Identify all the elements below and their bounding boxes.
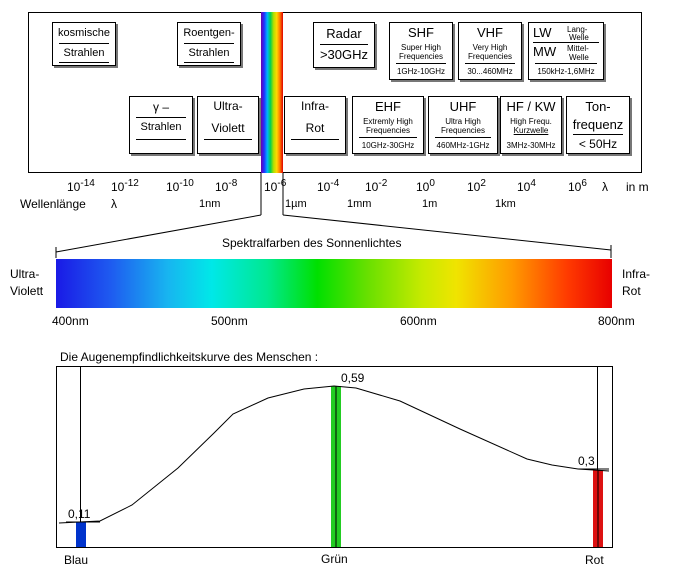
- unit-1um: 1µm: [285, 198, 307, 210]
- wavelength-lambda-symbol: λ: [602, 180, 608, 194]
- box-shf: SHF Super High Frequencies 1GHz-10GHz: [389, 22, 453, 80]
- label-blau: Blau: [64, 553, 89, 567]
- wavelength-tick-e-14: 10-14: [67, 178, 95, 194]
- tick-400nm: 400nm: [52, 314, 89, 328]
- label-infra-rot: Infra- Rot: [622, 267, 651, 298]
- wavelength-unit: in m: [626, 180, 649, 194]
- box-lw-mw: LW Lang- Welle MW Mittel- Welle 150kHz-1…: [528, 22, 604, 80]
- tick-600nm: 600nm: [400, 314, 437, 328]
- bar-blau: [76, 522, 86, 547]
- wavelength-tick-e-12: 10-12: [111, 178, 139, 194]
- box-kosmische-strahlen: kosmische Strahlen: [52, 22, 116, 66]
- box-ultraviolett: Ultra- Violett: [197, 96, 259, 154]
- wavelength-label-lambda: λ: [111, 197, 117, 211]
- value-blau: 0,11: [68, 507, 91, 521]
- tick-800nm: 800nm: [598, 314, 635, 328]
- label-gruen: Grün: [321, 552, 348, 566]
- box-gamma-strahlen: γ – Strahlen: [129, 96, 193, 154]
- box-uhf: UHF Ultra High Frequencies 460MHz-1GHz: [428, 96, 498, 154]
- visible-spectrum-title: Spektralfarben des Sonnenlichtes: [222, 236, 402, 250]
- sensitivity-title: Die Augenempfindlichkeitskurve des Mensc…: [60, 350, 319, 364]
- unit-1mm: 1mm: [347, 198, 372, 210]
- wavelength-tick-e6: 106: [568, 178, 587, 194]
- wavelength-tick-e-2: 10-2: [365, 178, 388, 194]
- unit-1m: 1m: [422, 198, 438, 210]
- sensitivity-curve: [58, 385, 610, 524]
- visible-spectrum-bar: [56, 259, 612, 308]
- rainbow-strip: [261, 12, 283, 173]
- box-hf-kw: HF / KW High Frequ. Kurzwelle 3MHz-30MHz: [500, 96, 562, 154]
- wavelength-tick-e-6: 10-6: [264, 178, 287, 194]
- box-radar: Radar >30GHz: [313, 22, 375, 68]
- wavelength-tick-e-10: 10-10: [166, 178, 194, 194]
- label-ultra-violett: Ultra- Violett: [10, 267, 44, 298]
- wavelength-tick-e-4: 10-4: [317, 178, 340, 194]
- unit-1km: 1km: [495, 198, 516, 210]
- label-rot: Rot: [585, 553, 604, 567]
- wavelength-tick-e2: 102: [467, 178, 486, 194]
- wavelength-tick-e4: 104: [517, 178, 536, 194]
- value-gruen: 0,59: [341, 371, 365, 385]
- wavelength-tick-e0: 100: [416, 178, 435, 194]
- box-infrarot: Infra- Rot: [284, 96, 346, 154]
- tick-500nm: 500nm: [211, 314, 248, 328]
- wavelength-tick-e-8: 10-8: [215, 178, 238, 194]
- box-ehf: EHF Extremly High Frequencies 10GHz-30GH…: [352, 96, 424, 154]
- unit-1nm: 1nm: [199, 198, 221, 210]
- box-tonfrequenz: Ton- frequenz < 50Hz: [566, 96, 630, 154]
- box-roentgen-strahlen: Roentgen- Strahlen: [177, 22, 241, 66]
- box-vhf: VHF Very High Frequencies 30...460MHz: [458, 22, 522, 80]
- value-rot: 0,3: [578, 454, 595, 468]
- wavelength-label: Wellenlänge: [20, 197, 86, 211]
